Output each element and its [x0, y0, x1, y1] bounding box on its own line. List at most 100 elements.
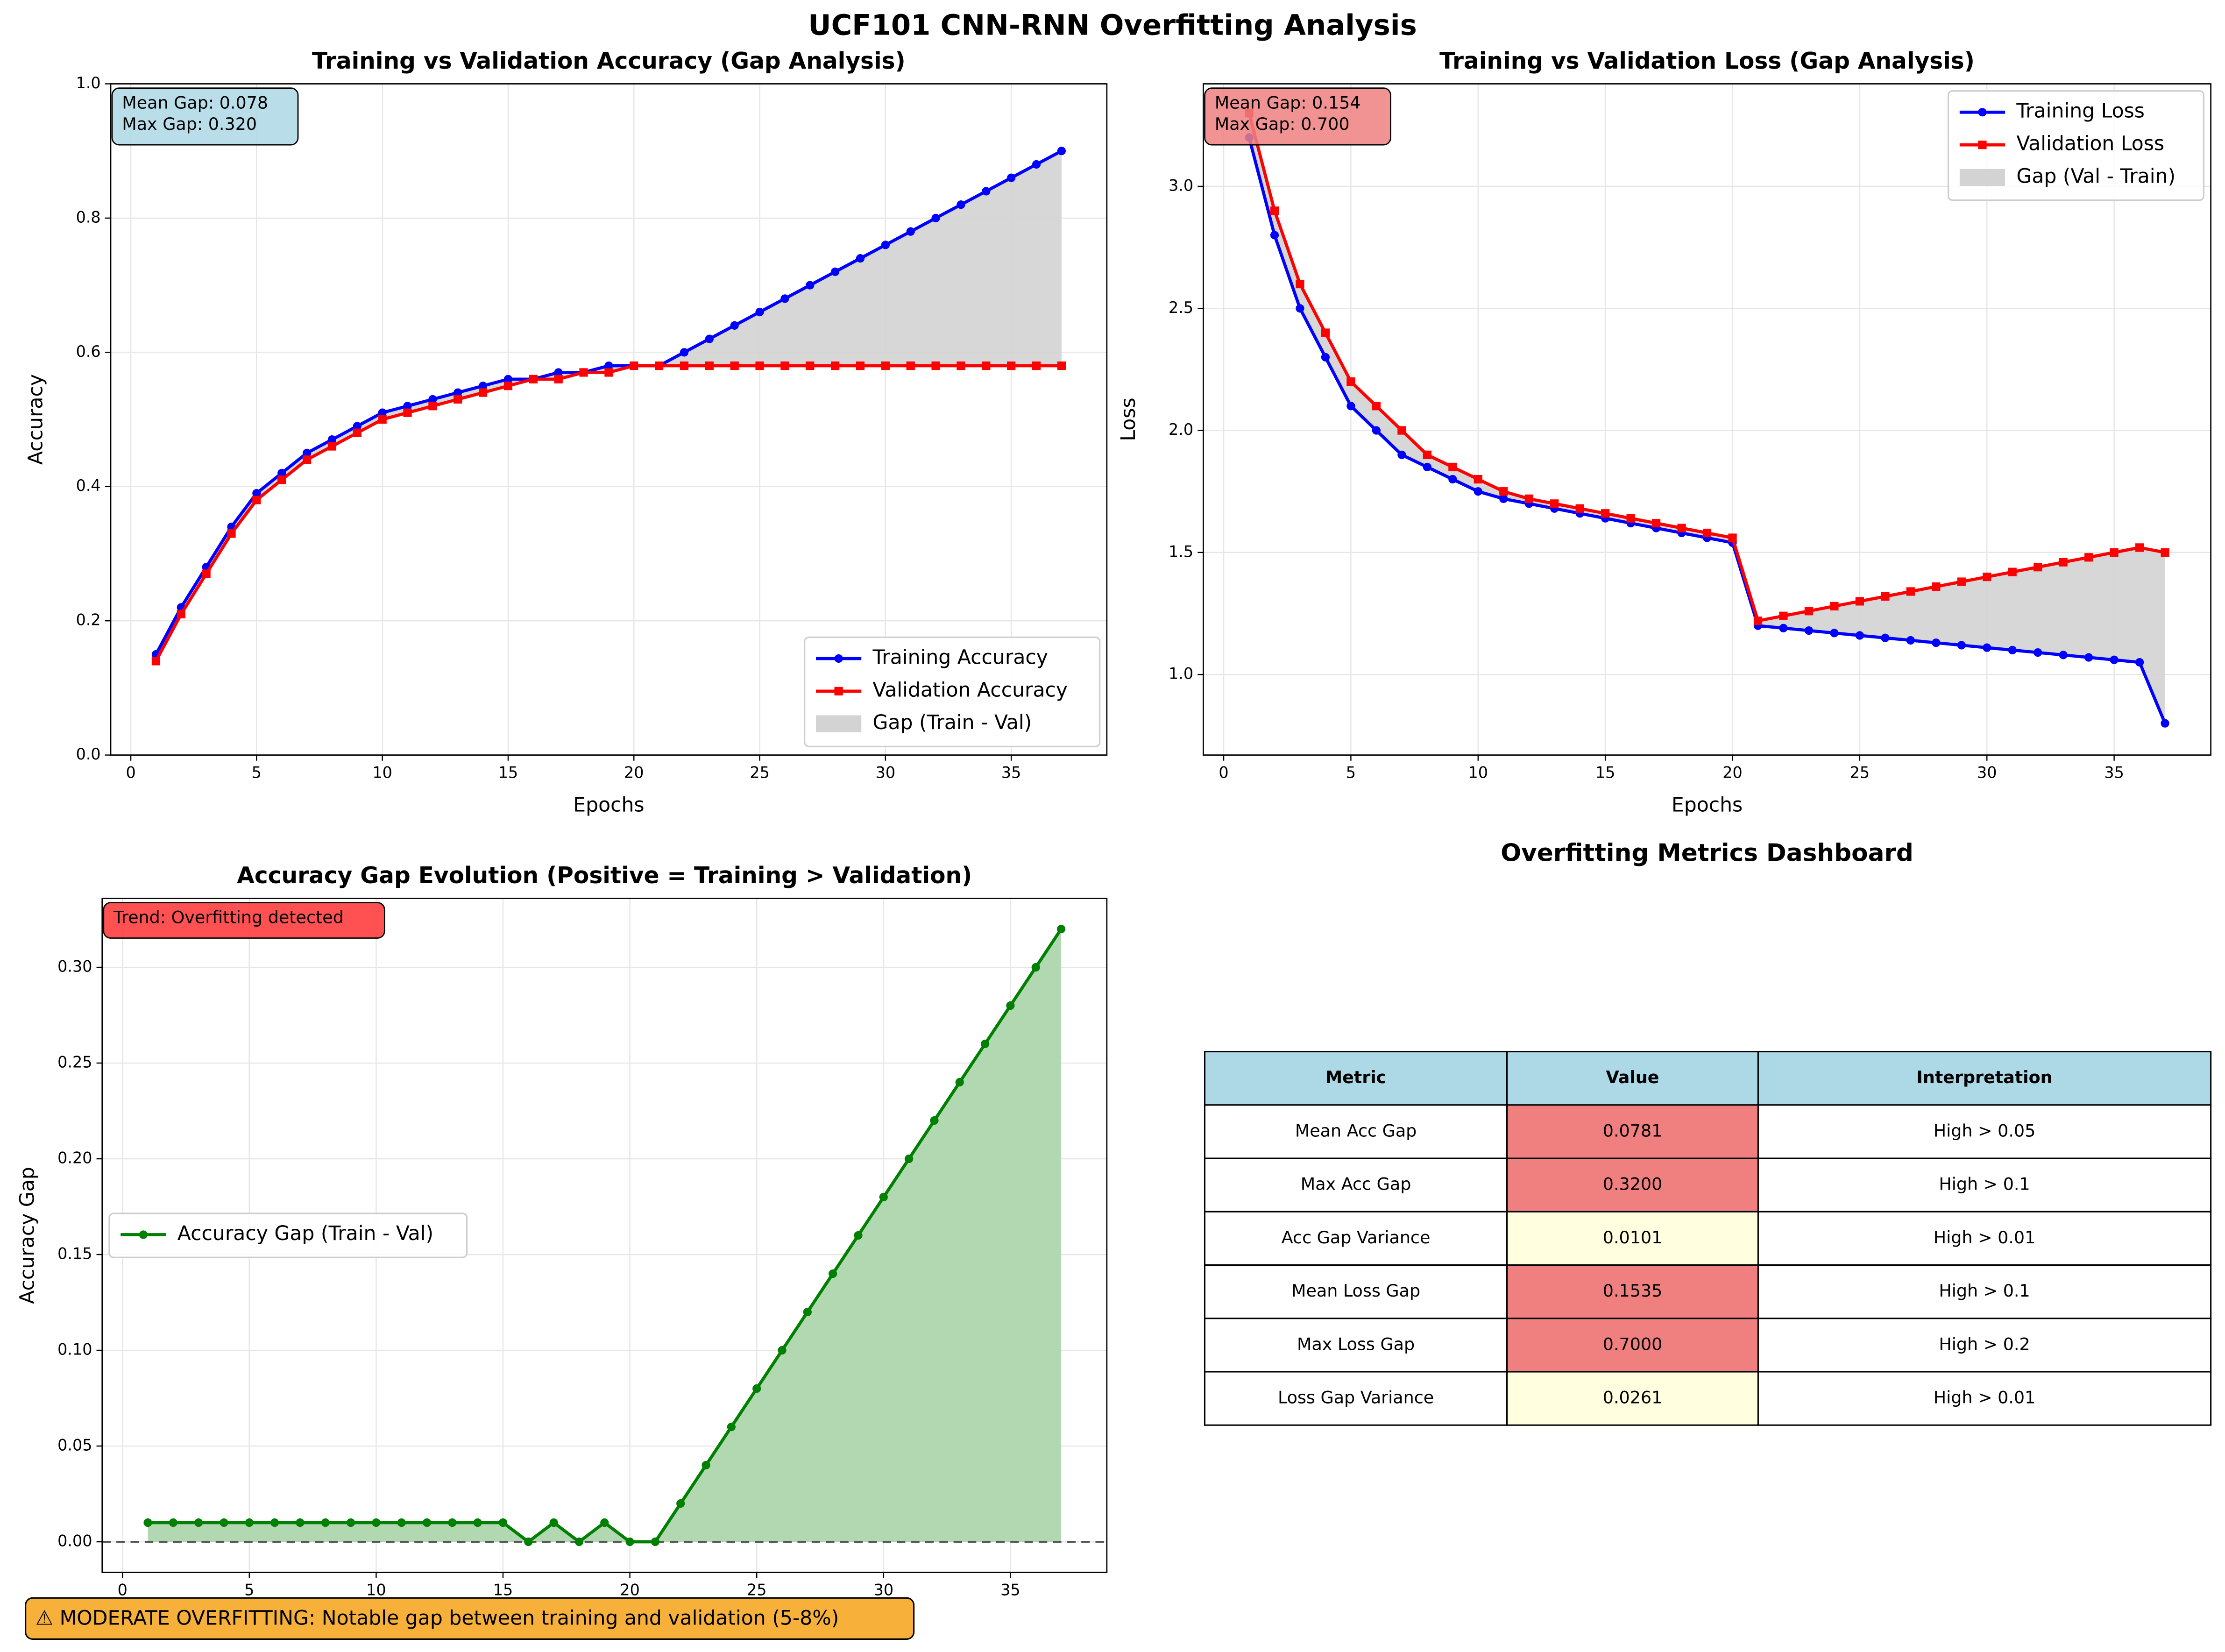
y-tick-label: 0.25 — [57, 1053, 92, 1071]
marker — [1575, 504, 1584, 513]
marker — [579, 368, 588, 377]
table-cell-text: Max Loss Gap — [1297, 1334, 1415, 1354]
table-cell — [1506, 1104, 1759, 1159]
axes-title: Training vs Validation Accuracy (Gap Ana… — [312, 48, 906, 74]
table-cell-text: 0.0261 — [1603, 1388, 1662, 1408]
marker — [806, 361, 815, 370]
table-cell — [1506, 1157, 1759, 1212]
annotation-text: Max Gap: 0.700 — [1215, 114, 1350, 134]
annotation-text: Mean Gap: 0.154 — [1215, 93, 1361, 113]
marker — [245, 1518, 254, 1527]
marker — [321, 1518, 330, 1527]
y-tick-label: 2.5 — [1169, 298, 1193, 317]
marker — [906, 361, 915, 370]
marker — [448, 1518, 457, 1527]
marker — [2008, 567, 2017, 576]
x-tick-label: 5 — [244, 1581, 254, 1599]
marker — [479, 382, 488, 390]
axes-frame — [1203, 83, 2211, 756]
x-tick-label: 0 — [1219, 764, 1228, 782]
annotation-text: Max Gap: 0.320 — [122, 114, 257, 134]
annotation-text: Trend: Overfitting detected — [113, 907, 344, 927]
marker — [1397, 426, 1406, 435]
x-tick-label: 25 — [1850, 764, 1870, 782]
marker — [806, 281, 815, 290]
marker — [1932, 638, 1941, 647]
annotation-box — [103, 902, 385, 939]
legend-patch — [1959, 169, 2005, 186]
legend-label: Accuracy Gap (Train - Val) — [177, 1222, 433, 1245]
table-cell-text: 0.1535 — [1603, 1281, 1662, 1301]
marker — [1626, 514, 1635, 523]
marker — [1906, 587, 1915, 596]
table-cell — [1757, 1264, 2212, 1319]
table-cell-text: Acc Gap Variance — [1282, 1227, 1431, 1248]
marker — [277, 475, 286, 484]
marker — [1753, 617, 1763, 625]
marker — [503, 382, 513, 390]
marker — [529, 375, 538, 383]
marker — [854, 1231, 863, 1240]
marker — [1321, 353, 1330, 362]
marker — [2110, 655, 2119, 664]
marker — [378, 408, 387, 417]
table-cell-text: 0.0781 — [1603, 1120, 1662, 1141]
marker — [2084, 653, 2093, 662]
marker — [194, 1518, 203, 1527]
legend-label: Training Loss — [2016, 100, 2145, 123]
table-cell-text: 0.0101 — [1603, 1227, 1662, 1248]
x-tick-label: 20 — [624, 764, 644, 782]
x-tick-label: 15 — [493, 1581, 513, 1599]
table-cell — [1204, 1104, 1508, 1159]
marker — [1932, 582, 1941, 591]
marker — [856, 254, 865, 263]
x-tick-label: 5 — [252, 764, 262, 782]
marker — [252, 489, 261, 498]
table-cell — [1204, 1157, 1508, 1212]
legend-marker — [1978, 141, 1987, 149]
x-tick-label: 20 — [1722, 764, 1743, 782]
marker — [831, 267, 840, 276]
marker — [1601, 509, 1610, 518]
table-cell — [1506, 1371, 1759, 1426]
marker — [705, 334, 714, 343]
marker — [479, 388, 488, 397]
y-tick-label: 0.2 — [76, 611, 101, 629]
marker — [982, 361, 991, 370]
annotation-box — [1204, 87, 1391, 146]
table-cell — [1757, 1371, 2212, 1426]
legend-box — [1948, 90, 2204, 201]
marker — [422, 1518, 432, 1527]
marker — [778, 1346, 787, 1355]
table-cell — [1757, 1104, 2212, 1159]
marker — [1881, 592, 1890, 601]
marker — [625, 1537, 634, 1546]
marker — [2161, 548, 2169, 557]
marker — [302, 448, 312, 458]
y-tick-label: 1.5 — [1169, 542, 1193, 560]
marker — [296, 1518, 305, 1527]
table-header-text: Value — [1606, 1067, 1659, 1087]
table-cell-text: Loss Gap Variance — [1278, 1388, 1434, 1408]
marker — [600, 1518, 609, 1527]
marker — [1006, 1001, 1015, 1010]
annotation-box — [111, 87, 299, 146]
warning-text: ⚠ MODERATE OVERFITTING: Notable gap betw… — [35, 1607, 839, 1630]
table-cell-text: Mean Acc Gap — [1295, 1120, 1417, 1141]
marker — [270, 1518, 279, 1527]
marker — [428, 402, 437, 411]
marker — [554, 375, 563, 383]
table-cell — [1757, 1211, 2212, 1266]
marker — [803, 1307, 812, 1317]
marker — [881, 361, 890, 370]
marker — [831, 361, 840, 370]
table-cell-text: High > 0.05 — [1934, 1120, 2036, 1141]
marker — [1651, 519, 1661, 528]
marker — [1270, 231, 1279, 240]
axes-frame — [101, 898, 1108, 1573]
marker — [1296, 304, 1304, 313]
y-tick-label: 0.8 — [76, 208, 101, 226]
axes-title: Training vs Validation Loss (Gap Analysi… — [1439, 48, 1975, 74]
marker — [1499, 487, 1508, 496]
y-tick-label: 0.15 — [57, 1245, 92, 1263]
